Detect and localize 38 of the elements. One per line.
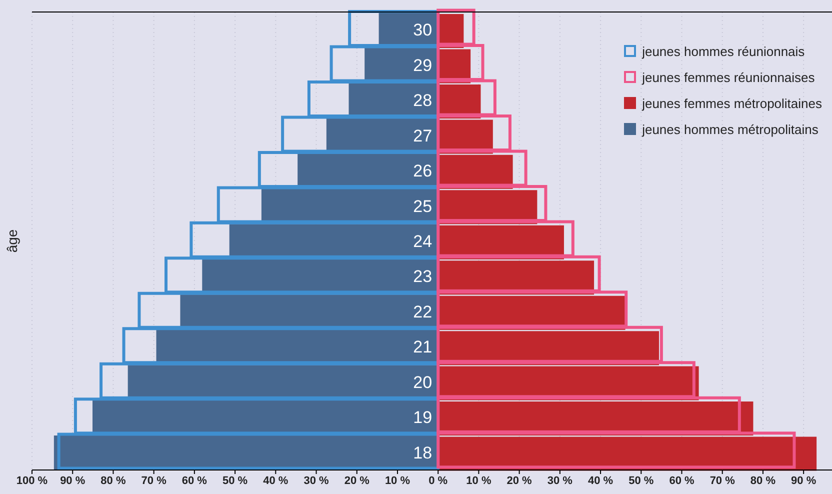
x-tick-label: 40 % xyxy=(263,474,288,487)
y-tick-label: 30 xyxy=(413,20,432,40)
y-tick-label: 21 xyxy=(413,338,432,357)
x-tick-label: 60 % xyxy=(182,474,208,487)
y-tick-label: 22 xyxy=(413,302,432,322)
y-tick-label: 28 xyxy=(413,91,432,110)
y-tick-label: 29 xyxy=(413,56,432,75)
y-axis-title: âge xyxy=(4,229,20,253)
y-tick-label: 26 xyxy=(413,162,432,181)
x-tick-label: 30 % xyxy=(547,474,573,487)
y-tick-label: 27 xyxy=(413,126,432,146)
x-tick-label: 50 % xyxy=(222,474,248,487)
x-tick-label: 60 % xyxy=(669,474,694,487)
legend-label: jeunes hommes réunionnais xyxy=(642,44,805,58)
x-tick-label: 30 % xyxy=(304,474,330,487)
y-tick-label: 25 xyxy=(413,196,432,216)
x-tick-label: 100 % xyxy=(16,474,48,487)
x-tick-label: 80 % xyxy=(100,474,126,487)
x-tick-label: 80 % xyxy=(750,474,776,487)
x-tick-label: 20 % xyxy=(344,474,370,487)
x-tick-label: 90 % xyxy=(791,474,816,487)
x-tick-label: 20 % xyxy=(506,474,532,487)
y-tick-label: 20 xyxy=(413,372,432,392)
x-tick-label: 90 % xyxy=(60,474,86,487)
x-tick-label: 10 % xyxy=(466,474,492,487)
x-tick-label: 0 % xyxy=(428,474,448,487)
y-tick-label: 24 xyxy=(413,232,432,251)
y-tick-label: 19 xyxy=(413,408,432,428)
legend-label: jeunes femmes métropolitaines xyxy=(642,96,822,110)
x-tick-label: 70 % xyxy=(710,474,736,487)
x-tick-label: 40 % xyxy=(588,474,614,487)
x-tick-label: 10 % xyxy=(384,474,410,487)
x-tick-label: 70 % xyxy=(141,474,167,487)
x-tick-label: 50 % xyxy=(628,474,654,487)
y-tick-label: 18 xyxy=(413,443,432,462)
legend-label: jeunes femmes réunionnaises xyxy=(642,70,815,84)
y-tick-label: 23 xyxy=(413,267,432,286)
legend-label: jeunes hommes métropolitains xyxy=(642,122,818,136)
